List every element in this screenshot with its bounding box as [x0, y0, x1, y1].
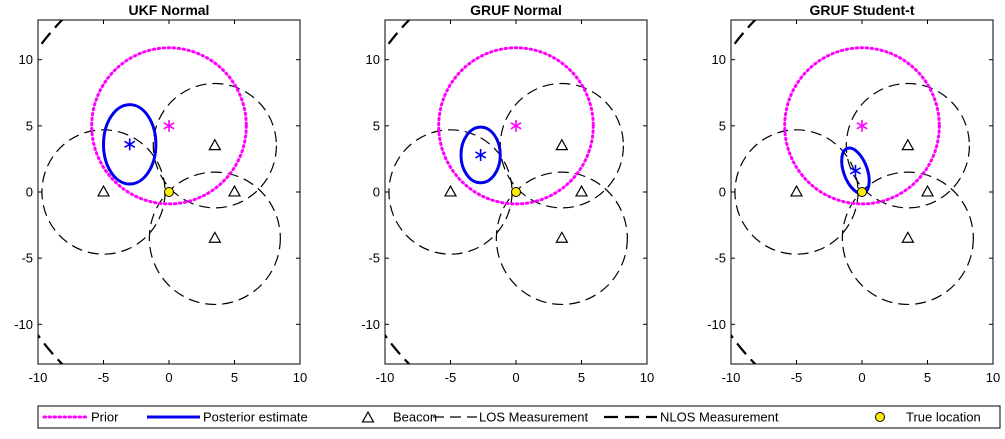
x-tick-label: -5	[791, 370, 803, 385]
beacon-marker	[920, 184, 935, 197]
true-location-marker	[857, 187, 867, 197]
x-tick-label: 5	[578, 370, 585, 385]
legend-item-prior: Prior	[42, 410, 119, 425]
y-tick-label: 0	[373, 185, 380, 200]
x-tick-label: -5	[445, 370, 457, 385]
y-tick-label: -10	[707, 317, 726, 332]
legend-label: Posterior estimate	[203, 410, 308, 425]
prior-mean-star	[163, 119, 175, 132]
x-tick-label: 10	[293, 370, 307, 385]
circle-marker-icon	[875, 412, 885, 422]
x-tick-label: 5	[231, 370, 238, 385]
x-tick-label: 5	[924, 370, 931, 385]
beacon-marker	[901, 138, 915, 151]
x-tick-label: -10	[29, 370, 48, 385]
beacon-marker	[443, 184, 458, 197]
prior-circle	[783, 46, 941, 206]
x-tick-label: 10	[986, 370, 1000, 385]
estimate-star	[124, 138, 136, 151]
chart-panel-1: -10 -5 0 5 10 -10 -5 0 5 10 UKF Normal	[14, 2, 307, 385]
los-measurement-circle	[841, 171, 974, 306]
legend-item-posterior-estimate: Posterior estimate	[147, 410, 308, 425]
y-tick-label: 10	[712, 52, 726, 67]
legend: Prior Posterior estimate Beacon LOS Measure…	[37, 405, 1001, 429]
chart-title: GRUF Normal	[470, 2, 562, 18]
estimate-star	[849, 164, 862, 177]
y-tick-label: 0	[719, 185, 726, 200]
legend-label: LOS Measurement	[479, 410, 588, 425]
chart-panel-3: -10 -5 0 5 10 -10 -5 0 5 10 GRUF Student-t	[707, 2, 1000, 385]
legend-label: NLOS Measurement	[660, 410, 779, 425]
legend-item-beacon: Beacon	[361, 410, 437, 425]
estimate-star	[475, 148, 487, 161]
y-tick-label: -10	[14, 317, 33, 332]
los-measurement-circle	[495, 171, 628, 306]
chart-title: UKF Normal	[129, 2, 210, 18]
y-tick-label: -5	[714, 251, 726, 266]
posterior-ellipse	[459, 125, 502, 185]
legend-label: Beacon	[393, 410, 437, 425]
beacon-marker	[555, 231, 569, 243]
chart-panel-2: -10 -5 0 5 10 -10 -5 0 5 10 GRUF Normal	[361, 2, 654, 385]
beacon-marker	[96, 184, 111, 197]
legend-label: Prior	[91, 410, 119, 425]
chart-title: GRUF Student-t	[810, 2, 915, 18]
prior-circle	[437, 46, 595, 206]
x-tick-label: 0	[165, 370, 172, 385]
y-tick-label: 10	[19, 52, 33, 67]
y-tick-label: 5	[719, 118, 726, 133]
posterior-ellipse	[102, 103, 158, 186]
y-tick-label: -5	[368, 251, 380, 266]
y-tick-label: 5	[26, 118, 33, 133]
prior-mean-star	[510, 119, 522, 132]
beacon-marker	[789, 184, 804, 197]
prior-mean-star	[856, 119, 868, 132]
y-tick-label: -5	[21, 251, 33, 266]
legend-item-los-measurement: LOS Measurement	[433, 410, 588, 425]
beacon-marker	[574, 184, 589, 197]
true-location-marker	[511, 187, 521, 197]
los-measurement-circle	[152, 82, 278, 209]
y-tick-label: 0	[26, 185, 33, 200]
beacon-marker	[208, 138, 222, 151]
x-tick-label: -10	[722, 370, 741, 385]
legend-label: True location	[906, 410, 981, 425]
y-tick-label: -10	[361, 317, 380, 332]
y-tick-label: 5	[373, 118, 380, 133]
beacon-marker	[227, 184, 242, 197]
true-location-marker	[164, 187, 174, 197]
legend-box	[37, 405, 1001, 429]
plot-content	[731, 20, 974, 364]
los-measurement-circle	[148, 171, 281, 306]
x-tick-label: -10	[376, 370, 395, 385]
legend-item-true-location: True location	[875, 410, 981, 425]
x-tick-label: 0	[512, 370, 519, 385]
y-tick-label: 10	[366, 52, 380, 67]
prior-circle	[90, 46, 248, 206]
legend-item-nlos-measurement: NLOS Measurement	[604, 410, 779, 425]
triangle-icon	[361, 410, 375, 423]
x-tick-label: 0	[858, 370, 865, 385]
x-tick-label: -5	[98, 370, 110, 385]
x-tick-label: 10	[640, 370, 654, 385]
los-measurement-circle	[845, 82, 971, 209]
beacon-marker	[208, 231, 222, 243]
beacon-marker	[901, 231, 915, 243]
beacon-marker	[555, 138, 569, 151]
